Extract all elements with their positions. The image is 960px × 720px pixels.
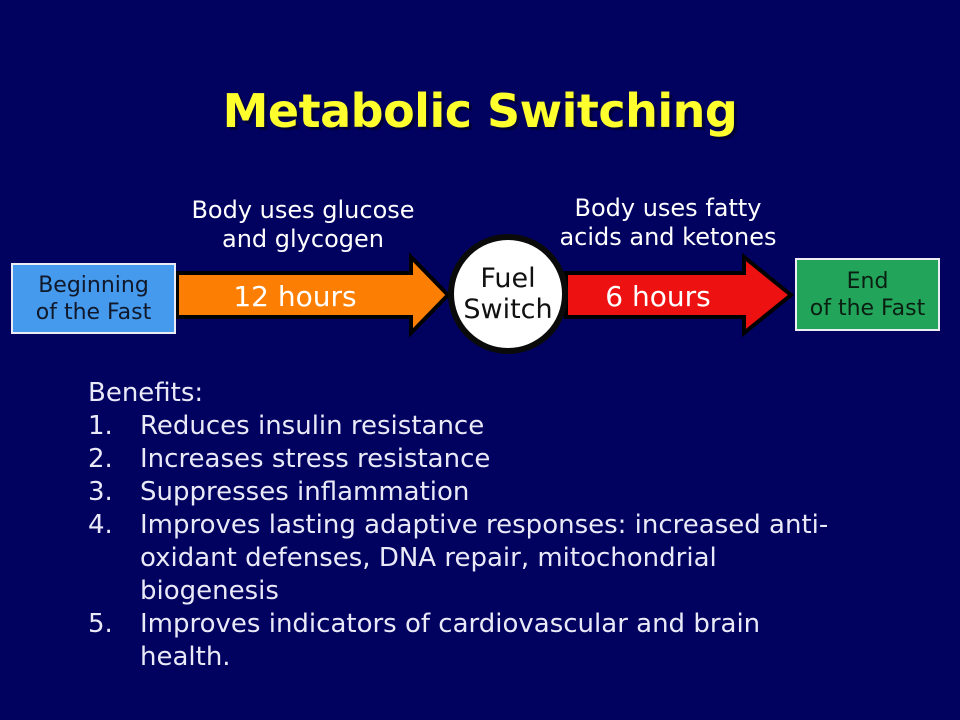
benefit-item-4: 4. Improves lasting adaptive responses: … — [88, 509, 868, 608]
benefit-number: 2. — [88, 444, 113, 474]
beginning-of-fast-box: Beginning of the Fast — [11, 263, 176, 334]
glucose-caption: Body uses glucose and glycogen — [150, 196, 456, 254]
arrow-6-hours-shape — [564, 252, 795, 338]
slide-title: Metabolic Switching — [222, 84, 738, 138]
ketones-caption-line2: acids and ketones — [559, 223, 777, 251]
glucose-caption-line1: Body uses glucose — [191, 196, 415, 224]
fuel-switch-line1: Fuel — [480, 263, 536, 294]
benefit-text: Increases stress resistance — [140, 444, 491, 474]
benefit-text: Suppresses inflammation — [140, 477, 470, 507]
benefit-item-5: 5. Improves indicators of cardiovascular… — [88, 608, 868, 674]
end-box-line1: End — [846, 268, 889, 294]
benefit-item-3: 3. Suppresses inflammation — [88, 476, 868, 509]
ketones-caption: Body uses fatty acids and ketones — [515, 194, 821, 252]
benefit-number: 4. — [88, 510, 113, 540]
benefits-heading: Benefits: — [88, 378, 204, 408]
benefit-item-1: 1. Reduces insulin resistance — [88, 410, 868, 443]
benefit-text-line: health. — [140, 642, 231, 672]
arrow-6-hours-label: 6 hours — [605, 279, 711, 313]
end-of-fast-box: End of the Fast — [795, 258, 940, 331]
glucose-caption-line2: and glycogen — [222, 225, 384, 253]
arrow-12-hours-label: 12 hours — [233, 279, 357, 313]
benefit-text-line: oxidant defenses, DNA repair, mitochondr… — [140, 543, 717, 573]
benefit-number: 5. — [88, 609, 113, 639]
benefit-text-line: Improves indicators of cardiovascular an… — [140, 609, 761, 639]
fuel-switch-circle: Fuel Switch — [448, 234, 568, 354]
benefits-list: Benefits: 1. Reduces insulin resistance … — [88, 377, 868, 674]
end-box-line2: of the Fast — [809, 295, 926, 321]
benefit-number: 1. — [88, 411, 113, 441]
benefit-item-2: 2. Increases stress resistance — [88, 443, 868, 476]
benefit-text: Reduces insulin resistance — [140, 411, 485, 441]
benefit-text-line: Improves lasting adaptive responses: inc… — [140, 510, 829, 540]
beginning-box-line2: of the Fast — [35, 299, 152, 325]
arrow-12-hours-shape — [175, 252, 451, 338]
ketones-caption-line1: Body uses fatty — [574, 194, 762, 222]
fuel-switch-line2: Switch — [463, 294, 553, 325]
beginning-box-line1: Beginning — [38, 272, 149, 298]
benefit-number: 3. — [88, 477, 113, 507]
benefit-text-line: biogenesis — [140, 576, 279, 606]
